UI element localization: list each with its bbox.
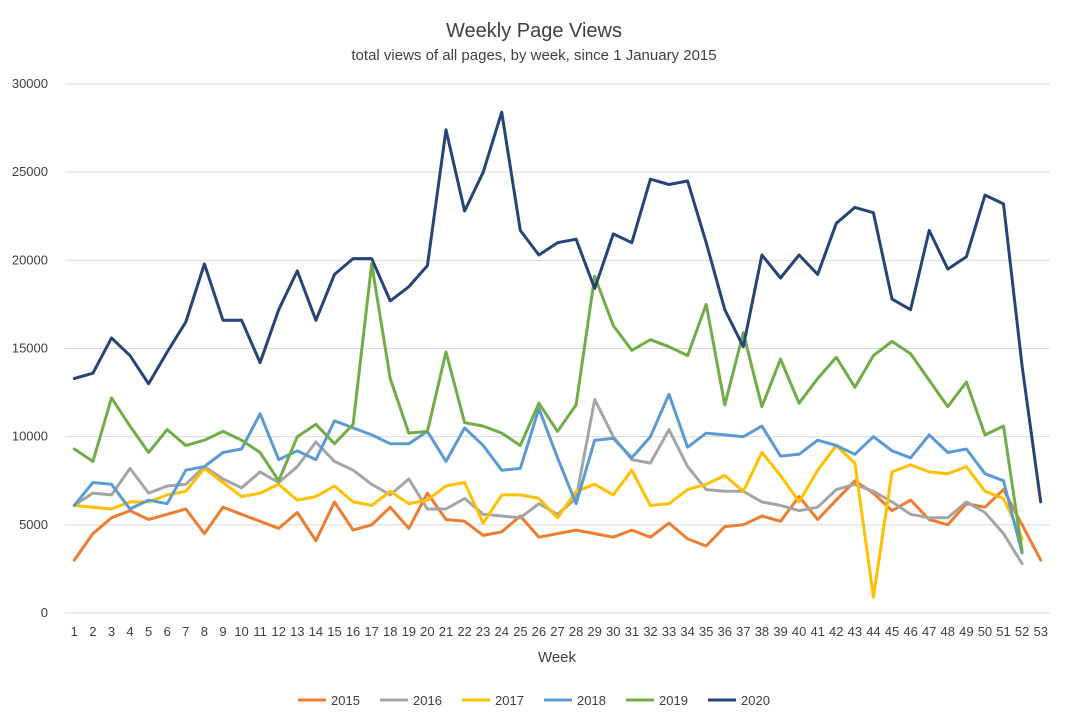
legend-label: 2020 bbox=[741, 693, 770, 708]
x-tick-label: 7 bbox=[182, 624, 189, 639]
x-tick-label: 8 bbox=[201, 624, 208, 639]
legend-item-2016: 2016 bbox=[380, 693, 442, 708]
x-tick-label: 3 bbox=[108, 624, 115, 639]
series-line-2016 bbox=[72, 398, 1024, 566]
legend-label: 2015 bbox=[331, 693, 360, 708]
x-tick-label: 30 bbox=[606, 624, 620, 639]
x-tick-label: 24 bbox=[495, 624, 509, 639]
legend: 2015 2016 2017 2018 2019 2020 bbox=[298, 693, 770, 708]
x-tick-label: 12 bbox=[271, 624, 285, 639]
legend-item-2019: 2019 bbox=[626, 693, 688, 708]
legend-label: 2018 bbox=[577, 693, 606, 708]
x-tick-label: 17 bbox=[364, 624, 378, 639]
x-tick-label: 20 bbox=[420, 624, 434, 639]
x-tick-label: 11 bbox=[253, 624, 267, 639]
x-tick-label: 41 bbox=[810, 624, 824, 639]
x-tick-label: 31 bbox=[625, 624, 639, 639]
x-tick-label: 13 bbox=[290, 624, 304, 639]
x-tick-label: 16 bbox=[346, 624, 360, 639]
x-tick-label: 23 bbox=[476, 624, 490, 639]
x-tick-label: 4 bbox=[126, 624, 133, 639]
x-tick-label: 48 bbox=[941, 624, 955, 639]
x-tick-label: 50 bbox=[978, 624, 992, 639]
series-line-2015 bbox=[72, 479, 1043, 562]
x-tick-label: 5 bbox=[145, 624, 152, 639]
x-tick-label: 43 bbox=[848, 624, 862, 639]
x-tick-label: 49 bbox=[959, 624, 973, 639]
x-tick-label: 15 bbox=[327, 624, 341, 639]
x-tick-label: 22 bbox=[457, 624, 471, 639]
x-tick-label: 21 bbox=[439, 624, 453, 639]
x-tick-label: 38 bbox=[755, 624, 769, 639]
series-line-2018 bbox=[72, 392, 1024, 555]
x-tick-label: 45 bbox=[885, 624, 899, 639]
x-tick-label: 39 bbox=[773, 624, 787, 639]
x-tick-label: 9 bbox=[219, 624, 226, 639]
chart-subtitle: total views of all pages, by week, since… bbox=[351, 47, 716, 64]
legend-item-2017: 2017 bbox=[462, 693, 524, 708]
y-tick-label: 25000 bbox=[12, 164, 48, 179]
x-tick-label: 34 bbox=[680, 624, 694, 639]
legend-label: 2019 bbox=[659, 693, 688, 708]
y-tick-label: 10000 bbox=[12, 429, 48, 444]
y-tick-label: 15000 bbox=[12, 341, 48, 356]
x-tick-label: 46 bbox=[903, 624, 917, 639]
legend-label: 2016 bbox=[413, 693, 442, 708]
x-tick-label: 2 bbox=[89, 624, 96, 639]
x-tick-label: 6 bbox=[164, 624, 171, 639]
x-tick-label: 37 bbox=[736, 624, 750, 639]
x-tick-label: 40 bbox=[792, 624, 806, 639]
x-tick-label: 14 bbox=[309, 624, 323, 639]
x-axis-label: Week bbox=[538, 649, 577, 666]
legend-item-2020: 2020 bbox=[708, 693, 770, 708]
x-tick-label: 53 bbox=[1033, 624, 1047, 639]
series-lines bbox=[72, 110, 1043, 599]
x-tick-label: 29 bbox=[587, 624, 601, 639]
x-tick-label: 1 bbox=[71, 624, 78, 639]
x-tick-label: 28 bbox=[569, 624, 583, 639]
series-line-2019 bbox=[72, 262, 1024, 553]
x-tick-label: 52 bbox=[1015, 624, 1029, 639]
y-tick-label: 0 bbox=[41, 605, 48, 620]
x-tick-label: 47 bbox=[922, 624, 936, 639]
x-tick-label: 26 bbox=[532, 624, 546, 639]
x-tick-label: 27 bbox=[550, 624, 564, 639]
y-tick-label: 30000 bbox=[12, 76, 48, 91]
y-axis-ticks: 0 5000 10000 15000 20000 25000 30000 bbox=[12, 76, 48, 620]
legend-label: 2017 bbox=[495, 693, 524, 708]
x-tick-label: 33 bbox=[662, 624, 676, 639]
x-tick-label: 51 bbox=[996, 624, 1010, 639]
gridlines bbox=[65, 83, 1050, 614]
x-tick-label: 19 bbox=[402, 624, 416, 639]
x-tick-label: 18 bbox=[383, 624, 397, 639]
x-tick-label: 42 bbox=[829, 624, 843, 639]
x-tick-label: 44 bbox=[866, 624, 880, 639]
x-axis-ticks: 1 2 3 4 5 6 7 8 9 10 11 12 13 14 15 16 17 18 19 20 21 22 23 24 2… bbox=[71, 624, 1048, 639]
x-tick-label: 36 bbox=[718, 624, 732, 639]
x-tick-label: 32 bbox=[643, 624, 657, 639]
chart-title: Weekly Page Views bbox=[446, 20, 622, 42]
x-tick-label: 35 bbox=[699, 624, 713, 639]
y-tick-label: 5000 bbox=[19, 517, 48, 532]
series-line-2017 bbox=[72, 444, 1024, 599]
legend-item-2015: 2015 bbox=[298, 693, 360, 708]
series-line-2020 bbox=[72, 110, 1043, 504]
x-tick-label: 10 bbox=[234, 624, 248, 639]
y-tick-label: 20000 bbox=[12, 252, 48, 267]
legend-item-2018: 2018 bbox=[544, 693, 606, 708]
x-tick-label: 25 bbox=[513, 624, 527, 639]
